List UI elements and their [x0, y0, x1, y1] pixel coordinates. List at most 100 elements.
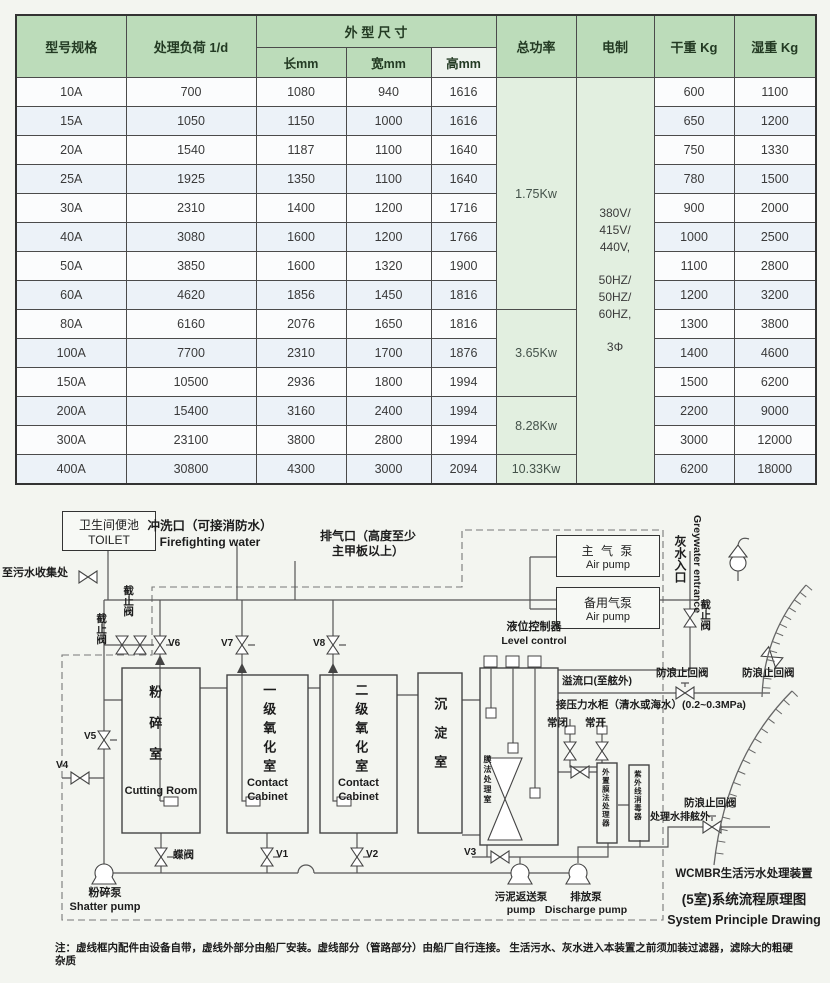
- external-membrane-box: [596, 762, 618, 844]
- drawing-title-cn: WCMBR生活污水处理装置: [675, 868, 813, 880]
- cell-wet-weight: 3200: [733, 280, 817, 310]
- cell-value: 1450: [345, 280, 432, 310]
- hull-hatch-tick: [748, 748, 756, 754]
- valve-v2: [350, 847, 364, 867]
- cell-model: 30A: [15, 193, 127, 223]
- main-air-pump-cn: 主 气 泵: [581, 543, 635, 558]
- table-row: 400A 30800 4300 3000 2094 10.33Kw 6200 18000: [15, 454, 817, 485]
- col-header-power: 总功率: [495, 14, 577, 78]
- cell-value: 15400: [125, 396, 257, 426]
- valve-v1: [260, 847, 274, 867]
- cell-dry-weight: 2200: [653, 396, 735, 426]
- cell-value: 700: [125, 77, 257, 107]
- level-fitting-2: [505, 655, 520, 668]
- cell-model: 150A: [15, 367, 127, 397]
- level-control-label: 液位控制器 Level control: [501, 621, 567, 647]
- table-row: 200A 15400 3160 2400 1994 8.28Kw 2200 9000: [15, 396, 817, 455]
- tank5-label-cn: 膜法处理室: [483, 755, 492, 805]
- hull-hatch-tick: [722, 816, 731, 820]
- table-row: 10A 700 1080 940 1616 1.75Kw 380V/ 415V/ 440V,…: [15, 77, 817, 485]
- hull-hatch-tick: [775, 708, 783, 715]
- diffuser-1: [163, 796, 179, 807]
- cell-value: 23100: [125, 425, 257, 455]
- cell-wet-weight: 12000: [733, 425, 817, 455]
- table-row: 80A 6160 2076 1650 1816 3.65Kw 1300 3800: [15, 309, 817, 397]
- butterfly-valve: [154, 847, 168, 867]
- hull-hatch-tick: [760, 728, 769, 734]
- cell-power-group: 8.28Kw: [495, 396, 577, 455]
- cell-value: 4300: [255, 454, 347, 485]
- discharge-pump-label: 排放泵 Discharge pump: [544, 891, 628, 917]
- cell-model: 40A: [15, 222, 127, 252]
- firefighting-label: 冲洗口（可接消防水） Firefighting water: [147, 519, 273, 549]
- tank1-label-en: Cutting Room: [124, 785, 198, 797]
- cell-wet-weight: 3800: [733, 309, 817, 339]
- tank-cutting-room: [121, 667, 201, 834]
- cell-value: 1350: [255, 164, 347, 194]
- hull-hatch-tick: [754, 738, 762, 744]
- valve-label-v7: V7: [221, 638, 234, 649]
- cell-model: 10A: [15, 77, 127, 107]
- cell-wet-weight: 18000: [733, 454, 817, 485]
- tank-second-oxidation: [319, 674, 398, 834]
- col-header-model: 型号规格: [15, 14, 127, 78]
- overflow-label: 溢流口(至舷外): [562, 675, 632, 687]
- cell-power-group: 10.33Kw: [495, 454, 577, 485]
- table-row: 20A 1540 1187 1100 1640 750 1330: [15, 135, 817, 165]
- cell-value: 1716: [430, 193, 497, 223]
- greywater-label-en: Greywater entrance: [691, 515, 704, 614]
- cell-electric-system: 380V/ 415V/ 440V, 50HZ/ 50HZ/ 60HZ, 3Φ: [575, 77, 655, 485]
- cell-value: 1187: [255, 135, 347, 165]
- cell-value: 1100: [345, 135, 432, 165]
- cell-value: 7700: [125, 338, 257, 368]
- drawing-title-en: System Principle Drawing: [667, 913, 821, 927]
- footnote: 注：虚线框内配件由设备自带，虚线外部分由船厂安装。虚线部分（管路部分）由船厂自行…: [55, 942, 793, 968]
- cell-value: 1876: [430, 338, 497, 368]
- sludge-pump-symbol: [507, 863, 533, 885]
- backup-air-pump-en: Air pump: [585, 610, 631, 623]
- cell-value: 1816: [430, 309, 497, 339]
- table-row: 100A 7700 2310 1700 1876 1400 4600: [15, 338, 817, 368]
- uv-sterilizer-box: [628, 764, 650, 842]
- sewage-collection-label: 至污水收集处: [2, 567, 68, 579]
- external-membrane-label: 外置膜法处理器: [601, 768, 611, 828]
- col-header-wet-weight: 湿重 Kg: [733, 14, 817, 78]
- cell-value: 3000: [345, 454, 432, 485]
- cell-value: 2310: [255, 338, 347, 368]
- cell-value: 2094: [430, 454, 497, 485]
- cell-value: 1320: [345, 251, 432, 281]
- cell-model: 80A: [15, 309, 127, 339]
- cell-wet-weight: 1200: [733, 106, 817, 136]
- hull-curve-upper: [761, 584, 807, 698]
- cell-value: 6160: [125, 309, 257, 339]
- tank1-label-cn: 粉碎室: [147, 685, 163, 778]
- level-fitting-3: [527, 655, 542, 668]
- valve-label-v8: V8: [313, 638, 326, 649]
- diffuser-3: [336, 796, 352, 807]
- col-header-length: 长mm: [255, 47, 347, 78]
- cell-value: 2936: [255, 367, 347, 397]
- cell-wet-weight: 6200: [733, 367, 817, 397]
- pressure-water-label: 接压力水柜（清水或海水）(0.2~0.3MPa): [556, 699, 746, 711]
- tank3-label-cn: 二级氧化室: [353, 683, 369, 778]
- cell-value: 1925: [125, 164, 257, 194]
- cell-value: 1400: [255, 193, 347, 223]
- table-subheader-row: 长mm 宽mm 高mm: [16, 47, 816, 78]
- cell-value: 2310: [125, 193, 257, 223]
- cell-wet-weight: 4600: [733, 338, 817, 368]
- probe-switch-2: [507, 742, 519, 754]
- table-row: 15A 1050 1150 1000 1616 650 1200: [15, 106, 817, 136]
- cell-value: 1100: [345, 164, 432, 194]
- hull-hatch-tick: [742, 759, 751, 764]
- cell-dry-weight: 3000: [653, 425, 735, 455]
- system-principle-drawing: 卫生间便池 TOILET 主 气 泵 Air pump 备用气泵 Air pum…: [0, 505, 830, 983]
- hull-hatch-tick: [725, 804, 734, 809]
- spec-table-body: 10A 700 1080 940 1616 1.75Kw 380V/ 415V/ 440V,…: [15, 77, 817, 485]
- valve-v7: [235, 635, 249, 655]
- drawing-title-sub: (5室)系统流程原理图: [681, 892, 807, 907]
- backup-air-pump-box: 备用气泵 Air pump: [556, 587, 660, 629]
- cell-value: 1640: [430, 164, 497, 194]
- cell-value: 3160: [255, 396, 347, 426]
- exhaust-label: 排气口（高度至少 主甲板以上）: [319, 529, 416, 558]
- stop-valve-label-1: 截止阀: [122, 585, 135, 617]
